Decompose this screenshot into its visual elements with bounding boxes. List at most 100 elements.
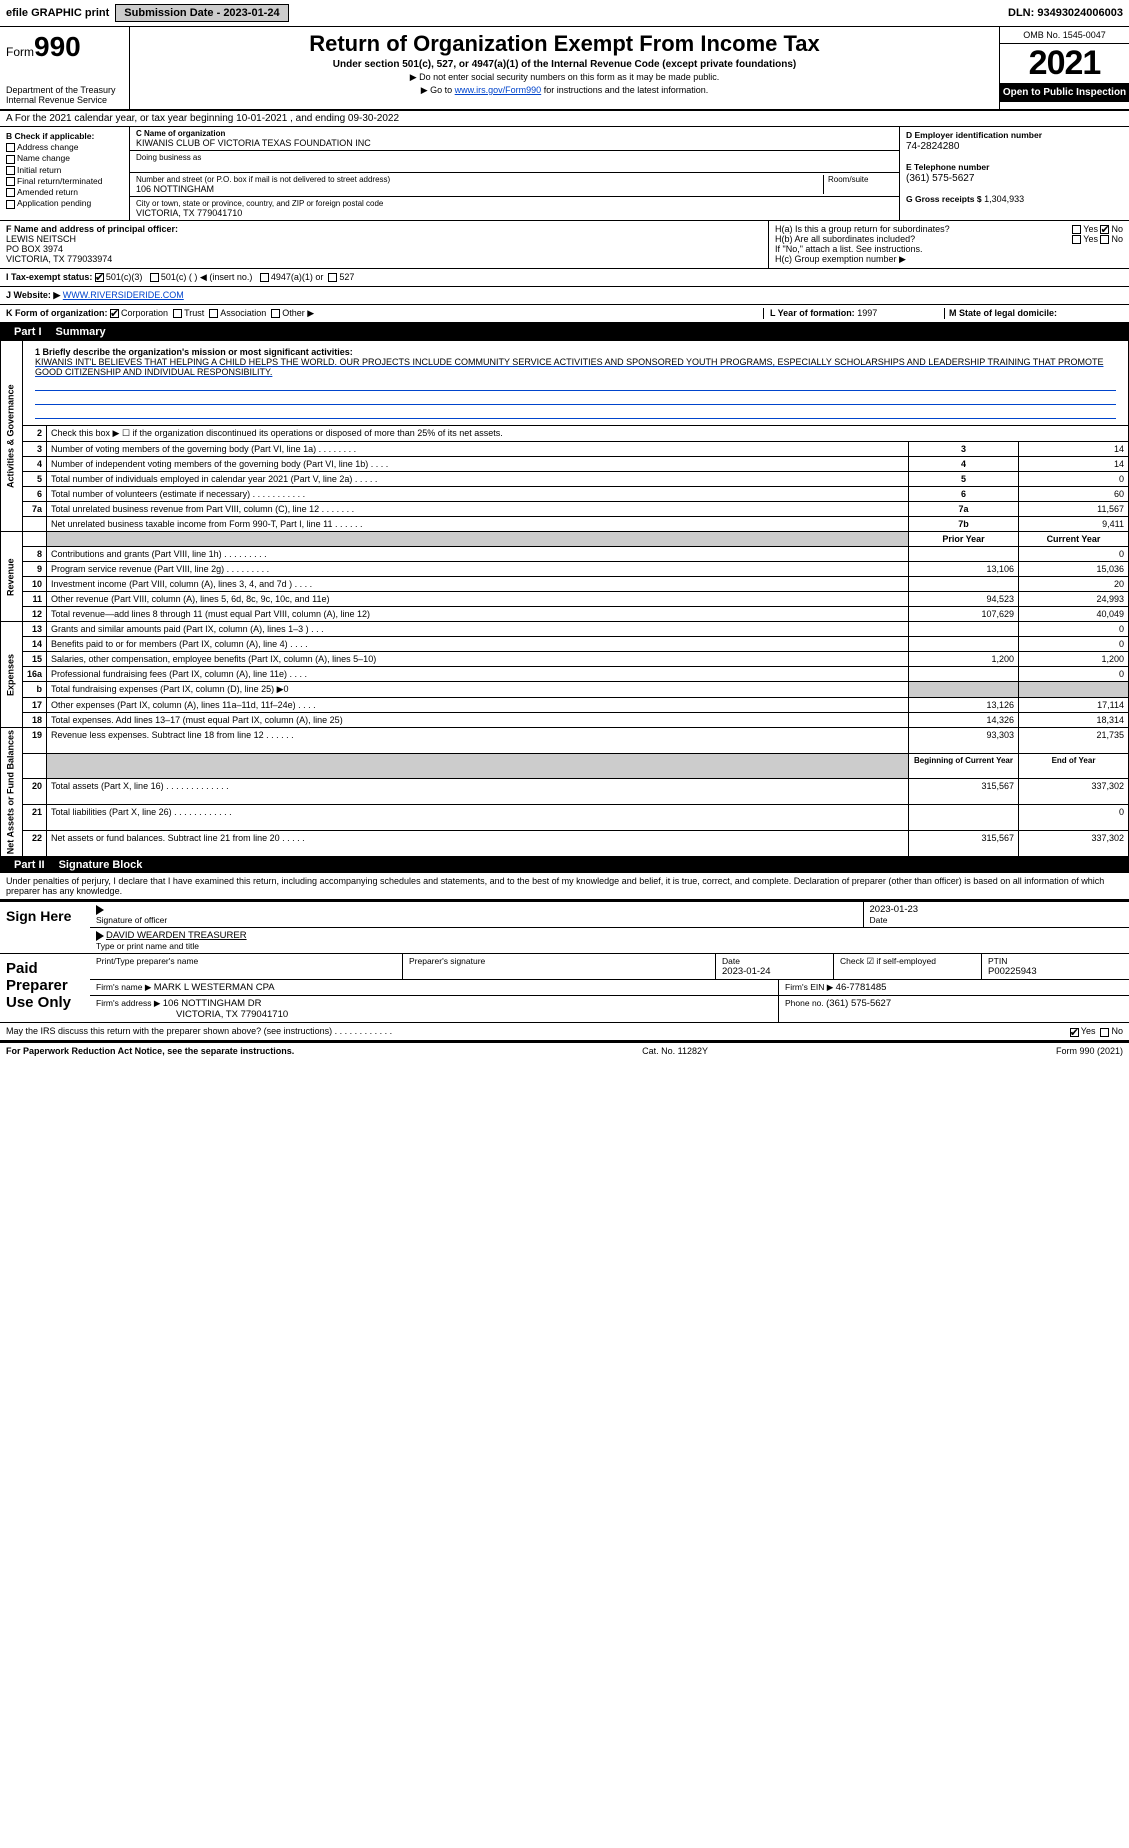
tax-year: 2021 [1000,44,1129,83]
website-row: I Tax-exempt status: J Website: ▶ WWW.RI… [6,290,1123,301]
row-3: 3Number of voting members of the governi… [1,442,1129,457]
check-final[interactable]: Final return/terminated [6,176,123,186]
line-a: A For the 2021 calendar year, or tax yea… [0,111,1129,127]
row-22: 22Net assets or fund balances. Subtract … [1,831,1129,857]
irs-link[interactable]: www.irs.gov/Form990 [455,85,542,95]
row-15: 15Salaries, other compensation, employee… [1,652,1129,667]
row-11: 11Other revenue (Part VIII, column (A), … [1,592,1129,607]
city-row: City or town, state or province, country… [130,197,899,220]
arrow-icon [96,905,104,915]
form-990-label: Form990 [6,31,123,63]
submission-date-button[interactable]: Submission Date - 2023-01-24 [115,4,288,22]
section-f: F Name and address of principal officer:… [0,221,769,268]
self-emp-label: Check ☑ if self-employed [840,956,936,966]
check-527[interactable] [328,273,337,282]
uline-3 [35,407,1116,419]
row-j: I Tax-exempt status: J Website: ▶ WWW.RI… [0,287,1129,305]
check-corp[interactable] [110,309,119,318]
row-18: 18Total expenses. Add lines 13–17 (must … [1,713,1129,728]
form-subtitle: Under section 501(c), 527, or 4947(a)(1)… [140,59,989,70]
check-pending[interactable]: Application pending [6,198,123,208]
check-assoc[interactable] [209,309,218,318]
c-name-label: C Name of organization [136,129,893,138]
row-14: 14Benefits paid to or for members (Part … [1,637,1129,652]
website-link[interactable]: WWW.RIVERSIDERIDE.COM [63,290,184,300]
city-label: City or town, state or province, country… [136,199,893,208]
row-5: 5Total number of individuals employed in… [1,472,1129,487]
prep-date-label: Date [722,956,740,966]
ptin-label: PTIN [988,956,1007,966]
i-label: I Tax-exempt status: [6,272,92,282]
row-20: 20Total assets (Part X, line 16) . . . .… [1,778,1129,804]
hb-note: If "No," attach a list. See instructions… [775,244,1123,254]
discuss-no-check[interactable] [1100,1028,1109,1037]
mission-row: Activities & Governance 1 Briefly descri… [1,341,1129,426]
instruction-line-2: ▶ Go to www.irs.gov/Form990 for instruct… [140,85,989,96]
row-19: Net Assets or Fund Balances 19Revenue le… [1,728,1129,754]
header-center: Return of Organization Exempt From Incom… [130,27,999,109]
part-i-num: Part I [8,326,48,338]
firm-addr2: VICTORIA, TX 779041710 [96,1009,288,1020]
footer-center: Cat. No. 11282Y [642,1046,708,1056]
irs-label: Internal Revenue Service [6,95,123,105]
check-other[interactable] [271,309,280,318]
row-9: 9Program service revenue (Part VIII, lin… [1,562,1129,577]
addr-label: Number and street (or P.O. box if mail i… [136,175,823,184]
paid-preparer-row: Paid Preparer Use Only Print/Type prepar… [0,954,1129,1023]
dba-row: Doing business as [130,151,899,173]
dba-label: Doing business as [136,153,893,162]
check-initial[interactable]: Initial return [6,165,123,175]
tax-exempt-row: I Tax-exempt status: 501(c)(3) 501(c) ( … [6,272,1123,283]
lm-row: L Year of formation: 1997 M State of leg… [763,308,1123,319]
footer-left: For Paperwork Reduction Act Notice, see … [6,1046,294,1056]
mission-block: 1 Briefly describe the organization's mi… [27,343,1124,423]
header-left: Form990 Department of the Treasury Inter… [0,27,130,109]
m-label: M State of legal domicile: [949,308,1057,318]
section-b: B Check if applicable: Address change Na… [0,127,130,220]
firm-addr: 106 NOTTINGHAM DR [163,998,262,1009]
check-amended[interactable]: Amended return [6,187,123,197]
check-4947[interactable] [260,273,269,282]
row-16b: bTotal fundraising expenses (Part IX, co… [1,682,1129,698]
section-deg: D Employer identification number 74-2824… [899,127,1129,220]
check-501c3[interactable] [95,273,104,282]
check-name[interactable]: Name change [6,153,123,163]
top-bar: efile GRAPHIC print Submission Date - 20… [0,0,1129,27]
ptin-val: P00225943 [988,966,1037,977]
discuss-row: May the IRS discuss this return with the… [0,1023,1129,1041]
blank-num [23,532,47,547]
firm-addr-label: Firm's address ▶ [96,998,160,1008]
page-footer: For Paperwork Reduction Act Notice, see … [0,1042,1129,1059]
room-label: Room/suite [823,175,893,194]
dept-label: Department of the Treasury [6,85,123,95]
sign-here-label: Sign Here [0,902,90,953]
b-label: B Check if applicable: [6,131,123,141]
form-header: Form990 Department of the Treasury Inter… [0,27,1129,111]
row-21: 21Total liabilities (Part X, line 26) . … [1,805,1129,831]
row-klm: K Form of organization: Corporation Trus… [0,305,1129,324]
mission-q: 1 Briefly describe the organization's mi… [35,347,1116,357]
check-501c[interactable] [150,273,159,282]
row-13: Expenses 13Grants and similar amounts pa… [1,622,1129,637]
sig-date-label: Date [870,915,888,925]
sig-officer-label: Signature of officer [96,915,167,925]
discuss-yes-check[interactable] [1070,1028,1079,1037]
row-17: 17Other expenses (Part IX, column (A), l… [1,698,1129,713]
header-right: OMB No. 1545-0047 2021 Open to Public In… [999,27,1129,109]
prep-date-val: 2023-01-24 [722,966,771,977]
row-16a: 16aProfessional fundraising fees (Part I… [1,667,1129,682]
hc-label: H(c) Group exemption number ▶ [775,254,1123,265]
form-number: 990 [34,31,81,62]
row-7b: Net unrelated business taxable income fr… [1,517,1129,532]
row-hdr-pycy: Revenue Prior Year Current Year [1,532,1129,547]
goto-pre: ▶ Go to [421,85,455,95]
check-address[interactable]: Address change [6,142,123,152]
check-trust[interactable] [173,309,182,318]
form-word: Form [6,45,34,59]
ha-answer: Yes No [1072,224,1123,234]
omb-label: OMB No. 1545-0047 [1000,27,1129,44]
firm-ein-label: Firm's EIN ▶ [785,982,833,992]
street-address: 106 NOTTINGHAM [136,184,823,194]
l-label: L Year of formation: [770,308,855,318]
row-hdr2: Beginning of Current YearEnd of Year [1,754,1129,778]
